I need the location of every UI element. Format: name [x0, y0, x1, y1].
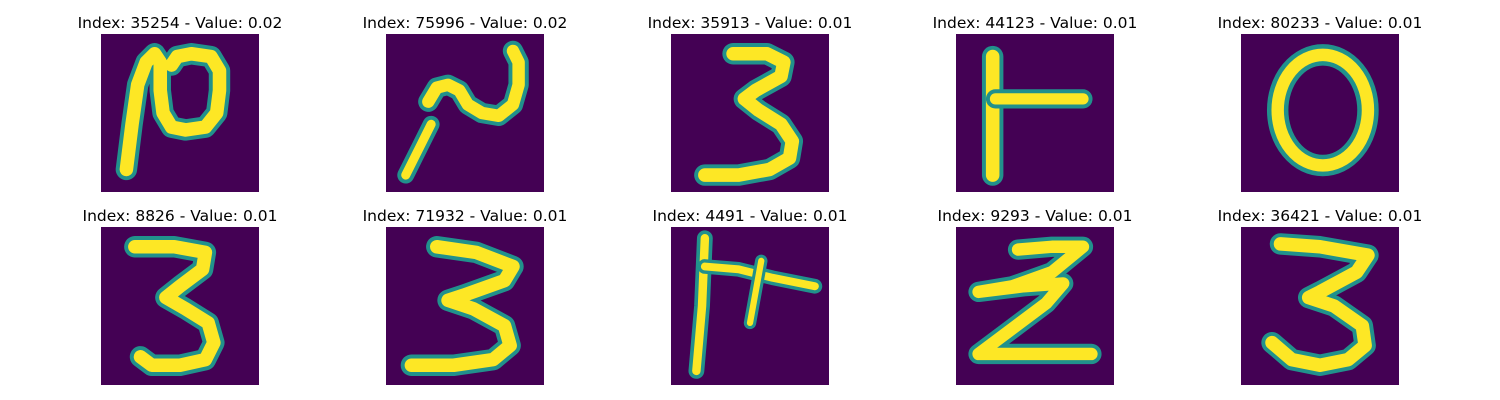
image-panel: Index: 35254 - Value: 0.02	[70, 12, 290, 192]
panel-title: Index: 44123 - Value: 0.01	[932, 14, 1138, 32]
digit-image	[956, 34, 1114, 192]
digit-image	[1241, 34, 1399, 192]
panel-title: Index: 80233 - Value: 0.01	[1217, 14, 1423, 32]
digit-image	[671, 227, 829, 385]
panel-title: Index: 36421 - Value: 0.01	[1217, 207, 1423, 225]
digit-image	[1241, 227, 1399, 385]
panel-title: Index: 4491 - Value: 0.01	[652, 207, 848, 225]
image-panel: Index: 75996 - Value: 0.02	[355, 12, 575, 192]
image-panel: Index: 9293 - Value: 0.01	[925, 205, 1145, 385]
digit-image	[956, 227, 1114, 385]
digit-image	[671, 34, 829, 192]
panel-title: Index: 35254 - Value: 0.02	[77, 14, 283, 32]
image-panel: Index: 71932 - Value: 0.01	[355, 205, 575, 385]
digit-image	[386, 34, 544, 192]
image-panel: Index: 35913 - Value: 0.01	[640, 12, 860, 192]
image-panel: Index: 4491 - Value: 0.01	[640, 205, 860, 385]
digit-image	[101, 227, 259, 385]
digit-image	[101, 34, 259, 192]
panel-title: Index: 75996 - Value: 0.02	[362, 14, 568, 32]
digit-image	[386, 227, 544, 385]
panel-title: Index: 8826 - Value: 0.01	[82, 207, 278, 225]
image-panel: Index: 8826 - Value: 0.01	[70, 205, 290, 385]
panel-title: Index: 35913 - Value: 0.01	[647, 14, 853, 32]
panel-title: Index: 71932 - Value: 0.01	[362, 207, 568, 225]
image-panel: Index: 36421 - Value: 0.01	[1210, 205, 1430, 385]
image-panel: Index: 80233 - Value: 0.01	[1210, 12, 1430, 192]
image-panel: Index: 44123 - Value: 0.01	[925, 12, 1145, 192]
panel-title: Index: 9293 - Value: 0.01	[937, 207, 1133, 225]
